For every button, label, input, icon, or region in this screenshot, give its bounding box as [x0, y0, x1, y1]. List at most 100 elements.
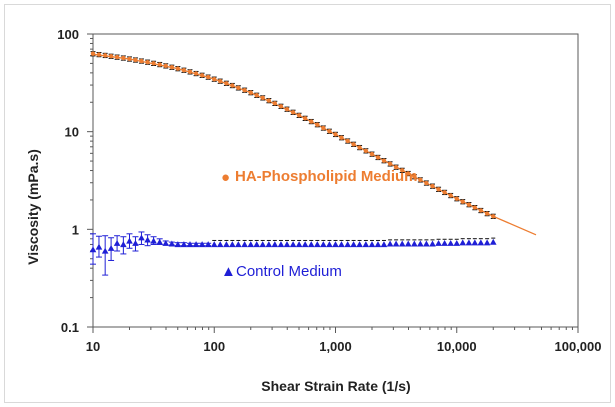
ha-data-point: [260, 95, 265, 101]
ha-data-point: [133, 57, 138, 63]
control-data-point: [465, 239, 473, 246]
control-data-point: [289, 241, 297, 248]
ha-data-point: [381, 158, 387, 163]
y-tick-label: 0.1: [61, 320, 79, 335]
control-data-point: [120, 241, 127, 248]
tick-labels: 10 100 1,000 10,000 100,000 100 10 1 0.1: [57, 27, 601, 354]
ha-data-point: [393, 164, 399, 170]
ha-fit-line: [92, 53, 537, 236]
ha-data-point: [151, 61, 156, 66]
control-data-point: [314, 241, 321, 248]
control-data-point: [132, 239, 139, 246]
control-data-point: [435, 239, 442, 246]
ha-data-point: [406, 171, 411, 176]
control-data-point: [95, 243, 103, 250]
ha-data-point: [205, 74, 211, 80]
control-data-point: [459, 239, 467, 246]
ha-legend-label: HA-Phospholipid Medium: [235, 168, 417, 185]
control-data-point: [404, 240, 412, 247]
ha-data-point: [212, 76, 217, 82]
ha-data-point: [139, 58, 144, 64]
control-data-point: [156, 238, 164, 245]
control-data-point: [277, 241, 285, 248]
ha-data-point: [248, 90, 253, 95]
ha-data-point: [230, 83, 235, 88]
control-data-point: [380, 241, 388, 248]
ha-data-point: [315, 122, 320, 127]
ha-data-point: [472, 205, 478, 210]
ha-data-point: [278, 104, 284, 109]
ha-data-point: [193, 71, 199, 76]
y-axis-title: Viscosity (mPa.s): [25, 149, 41, 265]
control-data-point: [223, 241, 230, 248]
fit-line-group: [92, 53, 537, 236]
ha-data-point: [309, 119, 314, 124]
ha-data-point: [460, 199, 465, 204]
control-data-point: [386, 240, 394, 247]
control-data-point: [477, 239, 485, 246]
ha-data-point: [96, 52, 102, 57]
data-points: [89, 51, 497, 254]
ha-data-point: [218, 78, 223, 84]
chart-frame: [4, 4, 611, 403]
tick-marks: [87, 33, 579, 333]
control-data-point: [283, 241, 291, 248]
control-data-point: [162, 239, 170, 246]
control-data-point: [247, 241, 255, 248]
control-data-point: [411, 240, 418, 247]
control-data-point: [429, 240, 436, 247]
ha-data-point: [199, 73, 205, 78]
control-data-point: [186, 241, 194, 248]
control-data-point: [126, 237, 133, 244]
control-data-point: [368, 241, 376, 248]
control-legend-marker: ▲: [221, 263, 236, 280]
ha-data-point: [290, 110, 296, 115]
control-data-point: [229, 241, 236, 248]
ha-data-point: [466, 202, 472, 207]
x-tick-label: 1,000: [319, 339, 352, 354]
ha-data-point: [448, 193, 453, 198]
control-data-point: [344, 241, 351, 248]
control-data-point: [295, 241, 303, 248]
control-data-point: [89, 246, 97, 253]
control-data-point: [489, 238, 497, 245]
control-data-point: [483, 239, 491, 246]
ha-data-point: [236, 85, 241, 91]
control-data-point: [253, 241, 261, 248]
control-data-point: [356, 241, 363, 248]
ha-data-point: [266, 98, 272, 103]
x-tick-label: 100: [203, 339, 225, 354]
ha-data-point: [121, 55, 126, 61]
control-data-point: [113, 239, 121, 246]
ha-data-point: [430, 183, 435, 189]
ha-data-point: [187, 69, 193, 75]
control-data-point: [453, 239, 461, 246]
ha-data-point: [284, 106, 290, 112]
control-data-point: [447, 239, 454, 246]
control-data-point: [259, 241, 267, 248]
ha-data-point: [484, 211, 490, 216]
control-data-point: [138, 234, 145, 241]
control-data-point: [441, 239, 448, 246]
x-axis-title: Shear Strain Rate (1/s): [261, 378, 410, 394]
x-tick-label: 10: [86, 339, 100, 354]
control-data-point: [174, 241, 182, 248]
ha-data-point: [339, 135, 344, 140]
control-data-point: [210, 241, 218, 248]
y-tick-label: 1: [72, 222, 79, 237]
control-data-point: [265, 241, 273, 248]
control-data-point: [417, 240, 424, 247]
ha-data-point: [175, 66, 181, 71]
ha-data-point: [102, 53, 108, 58]
y-tick-label: 100: [57, 27, 79, 42]
ha-data-point: [454, 196, 459, 201]
control-data-point: [235, 241, 242, 248]
control-data-point: [320, 241, 327, 248]
ha-data-point: [242, 87, 247, 93]
ha-data-point: [254, 93, 259, 98]
control-data-point: [374, 241, 382, 248]
ha-data-point: [157, 62, 162, 67]
control-data-point: [332, 241, 339, 248]
ha-data-point: [114, 54, 120, 60]
ha-data-point: [387, 161, 393, 167]
